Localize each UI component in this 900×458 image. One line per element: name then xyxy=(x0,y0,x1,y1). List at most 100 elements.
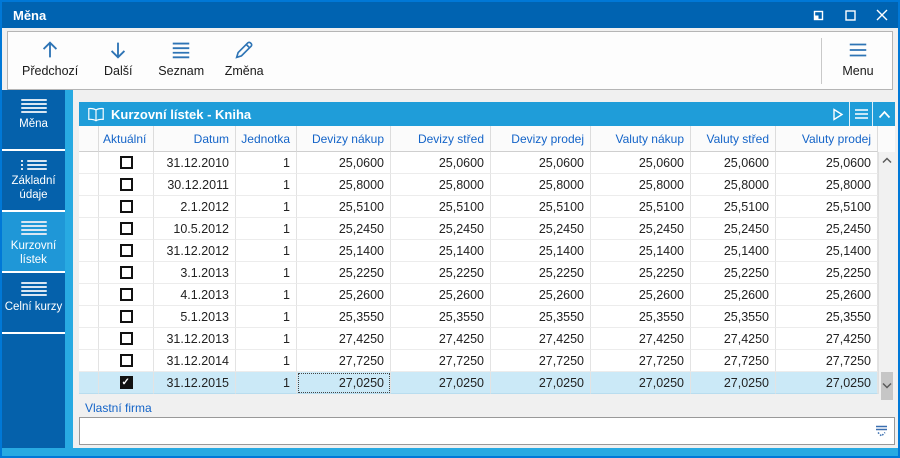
table-cell[interactable]: 25,5100 xyxy=(391,196,491,218)
table-cell[interactable]: 25,5100 xyxy=(491,196,591,218)
maximize-button[interactable] xyxy=(834,2,866,28)
table-row[interactable]: 31.12.2014 1 27,7250 27,7250 27,7250 27,7250 2… xyxy=(79,350,895,372)
column-header[interactable]: Devizy nákup xyxy=(297,126,391,152)
row-selector-cell[interactable] xyxy=(79,306,99,328)
table-cell[interactable]: 27,4250 xyxy=(591,328,691,350)
table-row[interactable]: 10.5.2012 1 25,2450 25,2450 25,2450 25,2450 25… xyxy=(79,218,895,240)
table-cell[interactable]: 25,8000 xyxy=(491,174,591,196)
sidebar-item-kurzovni-listek[interactable]: Kurzovní lístek xyxy=(2,212,65,273)
table-cell[interactable]: 25,0600 xyxy=(297,152,391,174)
table-cell[interactable]: 27,7250 xyxy=(591,350,691,372)
table-cell[interactable]: 1 xyxy=(236,218,297,240)
table-cell[interactable]: 27,7250 xyxy=(691,350,776,372)
table-cell[interactable]: 25,2600 xyxy=(391,284,491,306)
table-cell[interactable]: 25,3550 xyxy=(776,306,878,328)
checkbox-checked-icon[interactable] xyxy=(119,376,133,389)
checkbox-icon[interactable] xyxy=(119,310,133,323)
row-selector-cell[interactable] xyxy=(79,174,99,196)
table-cell[interactable]: 27,4250 xyxy=(776,328,878,350)
table-cell[interactable]: 25,0600 xyxy=(691,152,776,174)
scrollbar-thumb[interactable] xyxy=(881,372,893,400)
sidebar-item-celni-kurzy[interactable]: Celní kurzy xyxy=(2,273,65,334)
checkbox-icon[interactable] xyxy=(119,244,133,257)
row-selector-cell[interactable] xyxy=(79,284,99,306)
vertical-scrollbar[interactable] xyxy=(878,152,895,400)
table-row[interactable]: 30.12.2011 1 25,8000 25,8000 25,8000 25,8000 2… xyxy=(79,174,895,196)
table-cell[interactable]: 1 xyxy=(236,196,297,218)
table-cell[interactable]: 25,2600 xyxy=(297,284,391,306)
table-row[interactable]: 31.12.2012 1 25,1400 25,1400 25,1400 25,1400 2… xyxy=(79,240,895,262)
table-cell[interactable]: 1 xyxy=(236,152,297,174)
table-cell[interactable]: 31.12.2014 xyxy=(154,350,236,372)
previous-button[interactable]: Předchozí xyxy=(14,35,86,87)
table-cell[interactable]: 27,0250 xyxy=(491,372,591,394)
table-cell[interactable]: 25,1400 xyxy=(691,240,776,262)
table-row[interactable]: 4.1.2013 1 25,2600 25,2600 25,2600 25,2600 25,… xyxy=(79,284,895,306)
column-header[interactable]: Jednotka xyxy=(236,126,297,152)
table-cell[interactable]: 25,2450 xyxy=(297,218,391,240)
own-company-combobox[interactable] xyxy=(79,417,895,445)
checkbox-icon[interactable] xyxy=(119,156,133,169)
table-cell[interactable]: 25,3550 xyxy=(297,306,391,328)
table-cell[interactable]: 27,7250 xyxy=(391,350,491,372)
table-cell[interactable]: 27,7250 xyxy=(297,350,391,372)
table-row[interactable]: 31.12.2015127,025027,025027,025027,02502… xyxy=(79,372,895,394)
table-cell[interactable]: 25,8000 xyxy=(691,174,776,196)
table-cell[interactable]: 27,0250 xyxy=(691,372,776,394)
table-cell[interactable]: 25,2250 xyxy=(691,262,776,284)
column-header[interactable]: Valuty střed xyxy=(691,126,776,152)
checkbox-icon[interactable] xyxy=(119,332,133,345)
panel-menu-button[interactable] xyxy=(850,102,872,126)
table-cell[interactable]: 31.12.2012 xyxy=(154,240,236,262)
table-cell[interactable]: 2.1.2012 xyxy=(154,196,236,218)
table-cell[interactable]: 10.5.2012 xyxy=(154,218,236,240)
checkbox-icon[interactable] xyxy=(119,288,133,301)
table-cell[interactable]: 25,5100 xyxy=(297,196,391,218)
table-cell[interactable]: 25,2250 xyxy=(776,262,878,284)
play-button[interactable] xyxy=(827,102,849,126)
table-cell[interactable]: 31.12.2015 xyxy=(154,372,236,394)
table-row[interactable]: 31.12.2013 1 27,4250 27,4250 27,4250 27,4250 2… xyxy=(79,328,895,350)
table-cell[interactable]: 27,4250 xyxy=(391,328,491,350)
column-header[interactable]: Valuty prodej xyxy=(776,126,878,152)
table-cell[interactable]: 25,2250 xyxy=(491,262,591,284)
scroll-down-button[interactable] xyxy=(879,377,895,394)
table-cell[interactable]: 25,2250 xyxy=(391,262,491,284)
table-cell[interactable]: 31.12.2013 xyxy=(154,328,236,350)
row-selector-cell[interactable] xyxy=(79,262,99,284)
table-cell[interactable]: 25,2250 xyxy=(297,262,391,284)
table-cell[interactable]: 25,5100 xyxy=(691,196,776,218)
table-cell[interactable]: 1 xyxy=(236,306,297,328)
column-header[interactable]: Valuty nákup xyxy=(591,126,691,152)
table-cell[interactable]: 25,3550 xyxy=(591,306,691,328)
table-cell[interactable]: 25,8000 xyxy=(776,174,878,196)
own-company-input[interactable] xyxy=(80,418,868,444)
table-cell[interactable]: 27,7250 xyxy=(776,350,878,372)
row-selector-cell[interactable] xyxy=(79,372,99,394)
next-button[interactable]: Další xyxy=(90,35,146,87)
checkbox-icon[interactable] xyxy=(119,222,133,235)
table-cell[interactable]: 1 xyxy=(236,350,297,372)
combobox-dropdown-button[interactable] xyxy=(868,418,894,444)
sidebar-item-zakladni-udaje[interactable]: Základní údaje xyxy=(2,151,65,212)
table-cell[interactable]: 25,2450 xyxy=(591,218,691,240)
table-cell[interactable]: 31.12.2010 xyxy=(154,152,236,174)
table-cell[interactable]: 25,2450 xyxy=(776,218,878,240)
table-cell[interactable]: 1 xyxy=(236,328,297,350)
table-cell[interactable]: 1 xyxy=(236,240,297,262)
row-selector-cell[interactable] xyxy=(79,328,99,350)
table-row[interactable]: 3.1.2013 1 25,2250 25,2250 25,2250 25,2250 25,… xyxy=(79,262,895,284)
table-cell[interactable]: 25,0600 xyxy=(591,152,691,174)
table-cell[interactable]: 25,3550 xyxy=(691,306,776,328)
table-row[interactable]: 2.1.2012 1 25,5100 25,5100 25,5100 25,5100 25,… xyxy=(79,196,895,218)
table-cell[interactable]: 30.12.2011 xyxy=(154,174,236,196)
table-cell[interactable]: 25,0600 xyxy=(491,152,591,174)
checkbox-icon[interactable] xyxy=(119,266,133,279)
column-header[interactable]: Aktuální xyxy=(99,126,154,152)
table-cell[interactable]: 25,2450 xyxy=(691,218,776,240)
table-cell[interactable]: 27,7250 xyxy=(491,350,591,372)
table-cell[interactable]: 3.1.2013 xyxy=(154,262,236,284)
table-cell[interactable]: 25,3550 xyxy=(391,306,491,328)
table-cell[interactable]: 27,0250 xyxy=(391,372,491,394)
row-selector-cell[interactable] xyxy=(79,350,99,372)
